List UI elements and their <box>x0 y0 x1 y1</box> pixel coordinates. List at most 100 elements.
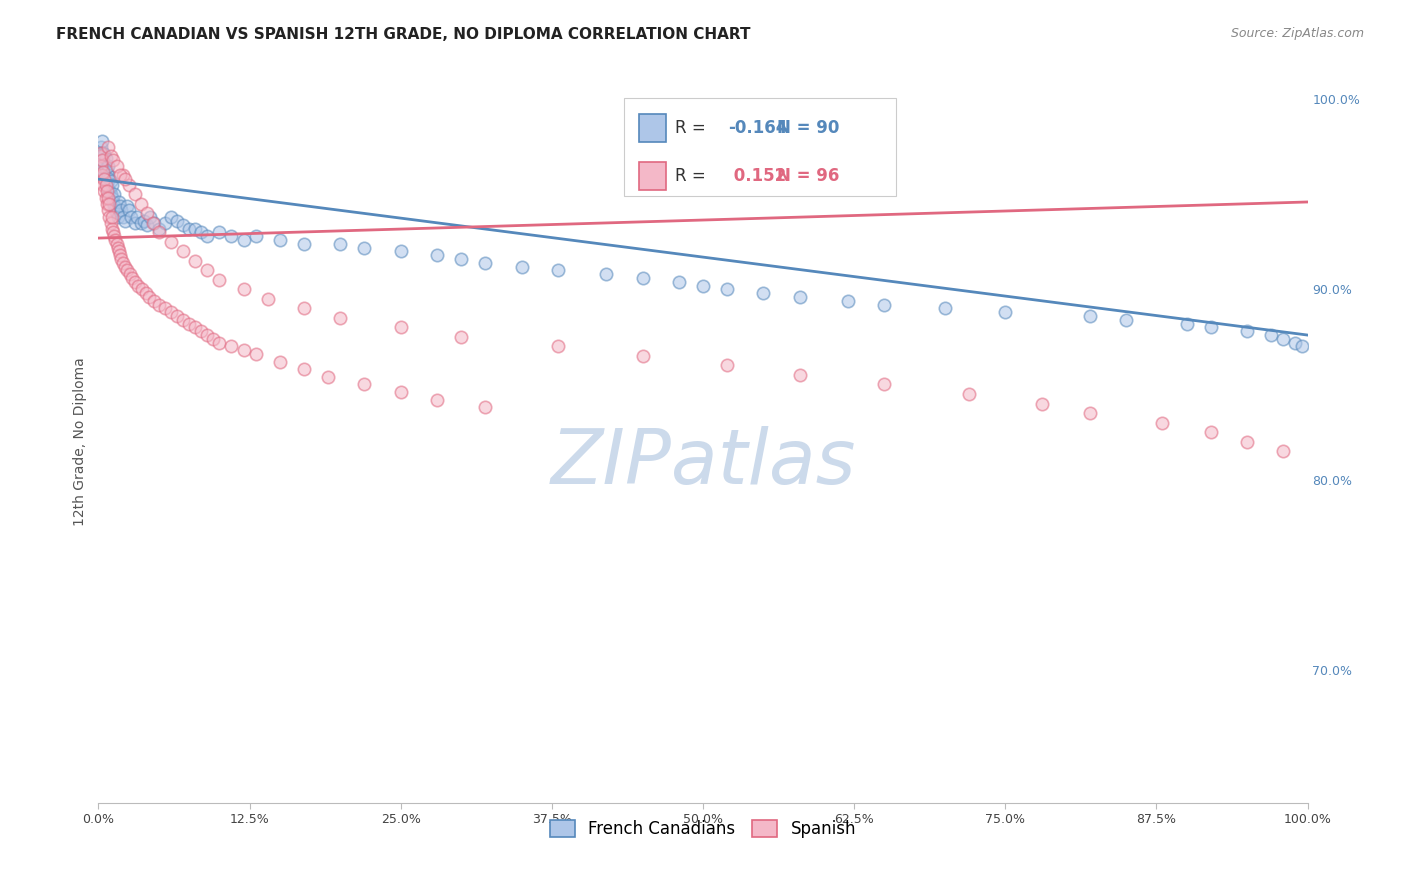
Point <box>195 263 218 277</box>
Text: R =: R = <box>675 119 711 137</box>
Text: Source: ZipAtlas.com: Source: ZipAtlas.com <box>1230 27 1364 40</box>
Point <box>118 267 141 281</box>
Point <box>1078 309 1101 323</box>
Point <box>179 221 201 235</box>
Point <box>142 216 165 230</box>
Point <box>107 241 129 255</box>
Point <box>121 271 143 285</box>
Point <box>94 172 117 186</box>
Point <box>1236 324 1258 338</box>
Point <box>166 309 188 323</box>
Point <box>97 169 120 183</box>
Point <box>389 244 412 259</box>
Point <box>91 153 114 168</box>
Point <box>90 159 112 173</box>
Point <box>101 194 124 209</box>
Point <box>1272 444 1295 458</box>
Point <box>994 305 1017 319</box>
Point <box>789 290 811 304</box>
Point <box>97 202 120 217</box>
Point <box>94 161 117 175</box>
Point <box>91 159 114 173</box>
Point <box>1152 416 1174 430</box>
Text: R =: R = <box>675 167 711 185</box>
Point <box>91 169 114 183</box>
Point <box>91 134 114 148</box>
Point <box>789 368 811 382</box>
Point <box>153 216 176 230</box>
Point <box>111 169 134 183</box>
Point <box>105 159 128 173</box>
Point <box>91 153 114 168</box>
Point <box>97 191 120 205</box>
Point <box>160 235 183 249</box>
Point <box>631 271 654 285</box>
Point <box>208 273 231 287</box>
Legend: French Canadians, Spanish: French Canadians, Spanish <box>543 814 863 845</box>
Point <box>104 202 127 217</box>
Point <box>426 248 449 262</box>
Text: N = 96: N = 96 <box>776 167 839 185</box>
Point <box>269 233 291 247</box>
Point <box>108 169 131 183</box>
Point <box>179 317 201 331</box>
Point <box>117 263 139 277</box>
Point <box>160 305 183 319</box>
Point <box>208 226 231 240</box>
Point <box>195 229 218 244</box>
Point <box>1236 434 1258 449</box>
FancyBboxPatch shape <box>638 114 665 142</box>
Point <box>93 172 115 186</box>
Point <box>108 194 131 209</box>
Point <box>1031 396 1053 410</box>
Point <box>426 392 449 407</box>
Point <box>124 275 146 289</box>
Point <box>316 370 339 384</box>
Point <box>837 293 859 308</box>
Point <box>114 260 136 274</box>
Y-axis label: 12th Grade, No Diploma: 12th Grade, No Diploma <box>73 357 87 526</box>
Point <box>105 206 128 220</box>
Point <box>245 347 267 361</box>
Point <box>118 178 141 192</box>
Point <box>129 197 152 211</box>
Point <box>221 229 243 244</box>
Point <box>547 263 569 277</box>
Point <box>100 187 122 202</box>
Point <box>108 248 131 262</box>
Point <box>98 197 121 211</box>
Point <box>1175 317 1198 331</box>
Point <box>97 181 120 195</box>
Point <box>93 147 115 161</box>
Point <box>1115 313 1137 327</box>
Point <box>129 216 152 230</box>
Point <box>752 286 775 301</box>
Point <box>1199 425 1222 439</box>
Point <box>100 174 122 188</box>
Point <box>172 218 194 232</box>
Point <box>91 164 114 178</box>
Point <box>117 199 139 213</box>
Point <box>1284 335 1306 350</box>
Point <box>353 241 375 255</box>
Point <box>329 310 352 325</box>
Point <box>89 145 111 160</box>
Point <box>135 286 157 301</box>
Point <box>103 187 125 202</box>
Point <box>90 153 112 168</box>
Point <box>134 214 156 228</box>
Point <box>292 362 315 376</box>
Point <box>97 140 120 154</box>
Point <box>91 145 114 160</box>
Point <box>90 145 112 160</box>
Point <box>124 187 146 202</box>
Point <box>96 197 118 211</box>
Point <box>143 216 166 230</box>
Point <box>108 244 131 259</box>
Point <box>148 226 170 240</box>
Point <box>93 157 115 171</box>
Point <box>94 191 117 205</box>
Point <box>148 221 170 235</box>
Point <box>389 320 412 334</box>
Point <box>873 298 896 312</box>
